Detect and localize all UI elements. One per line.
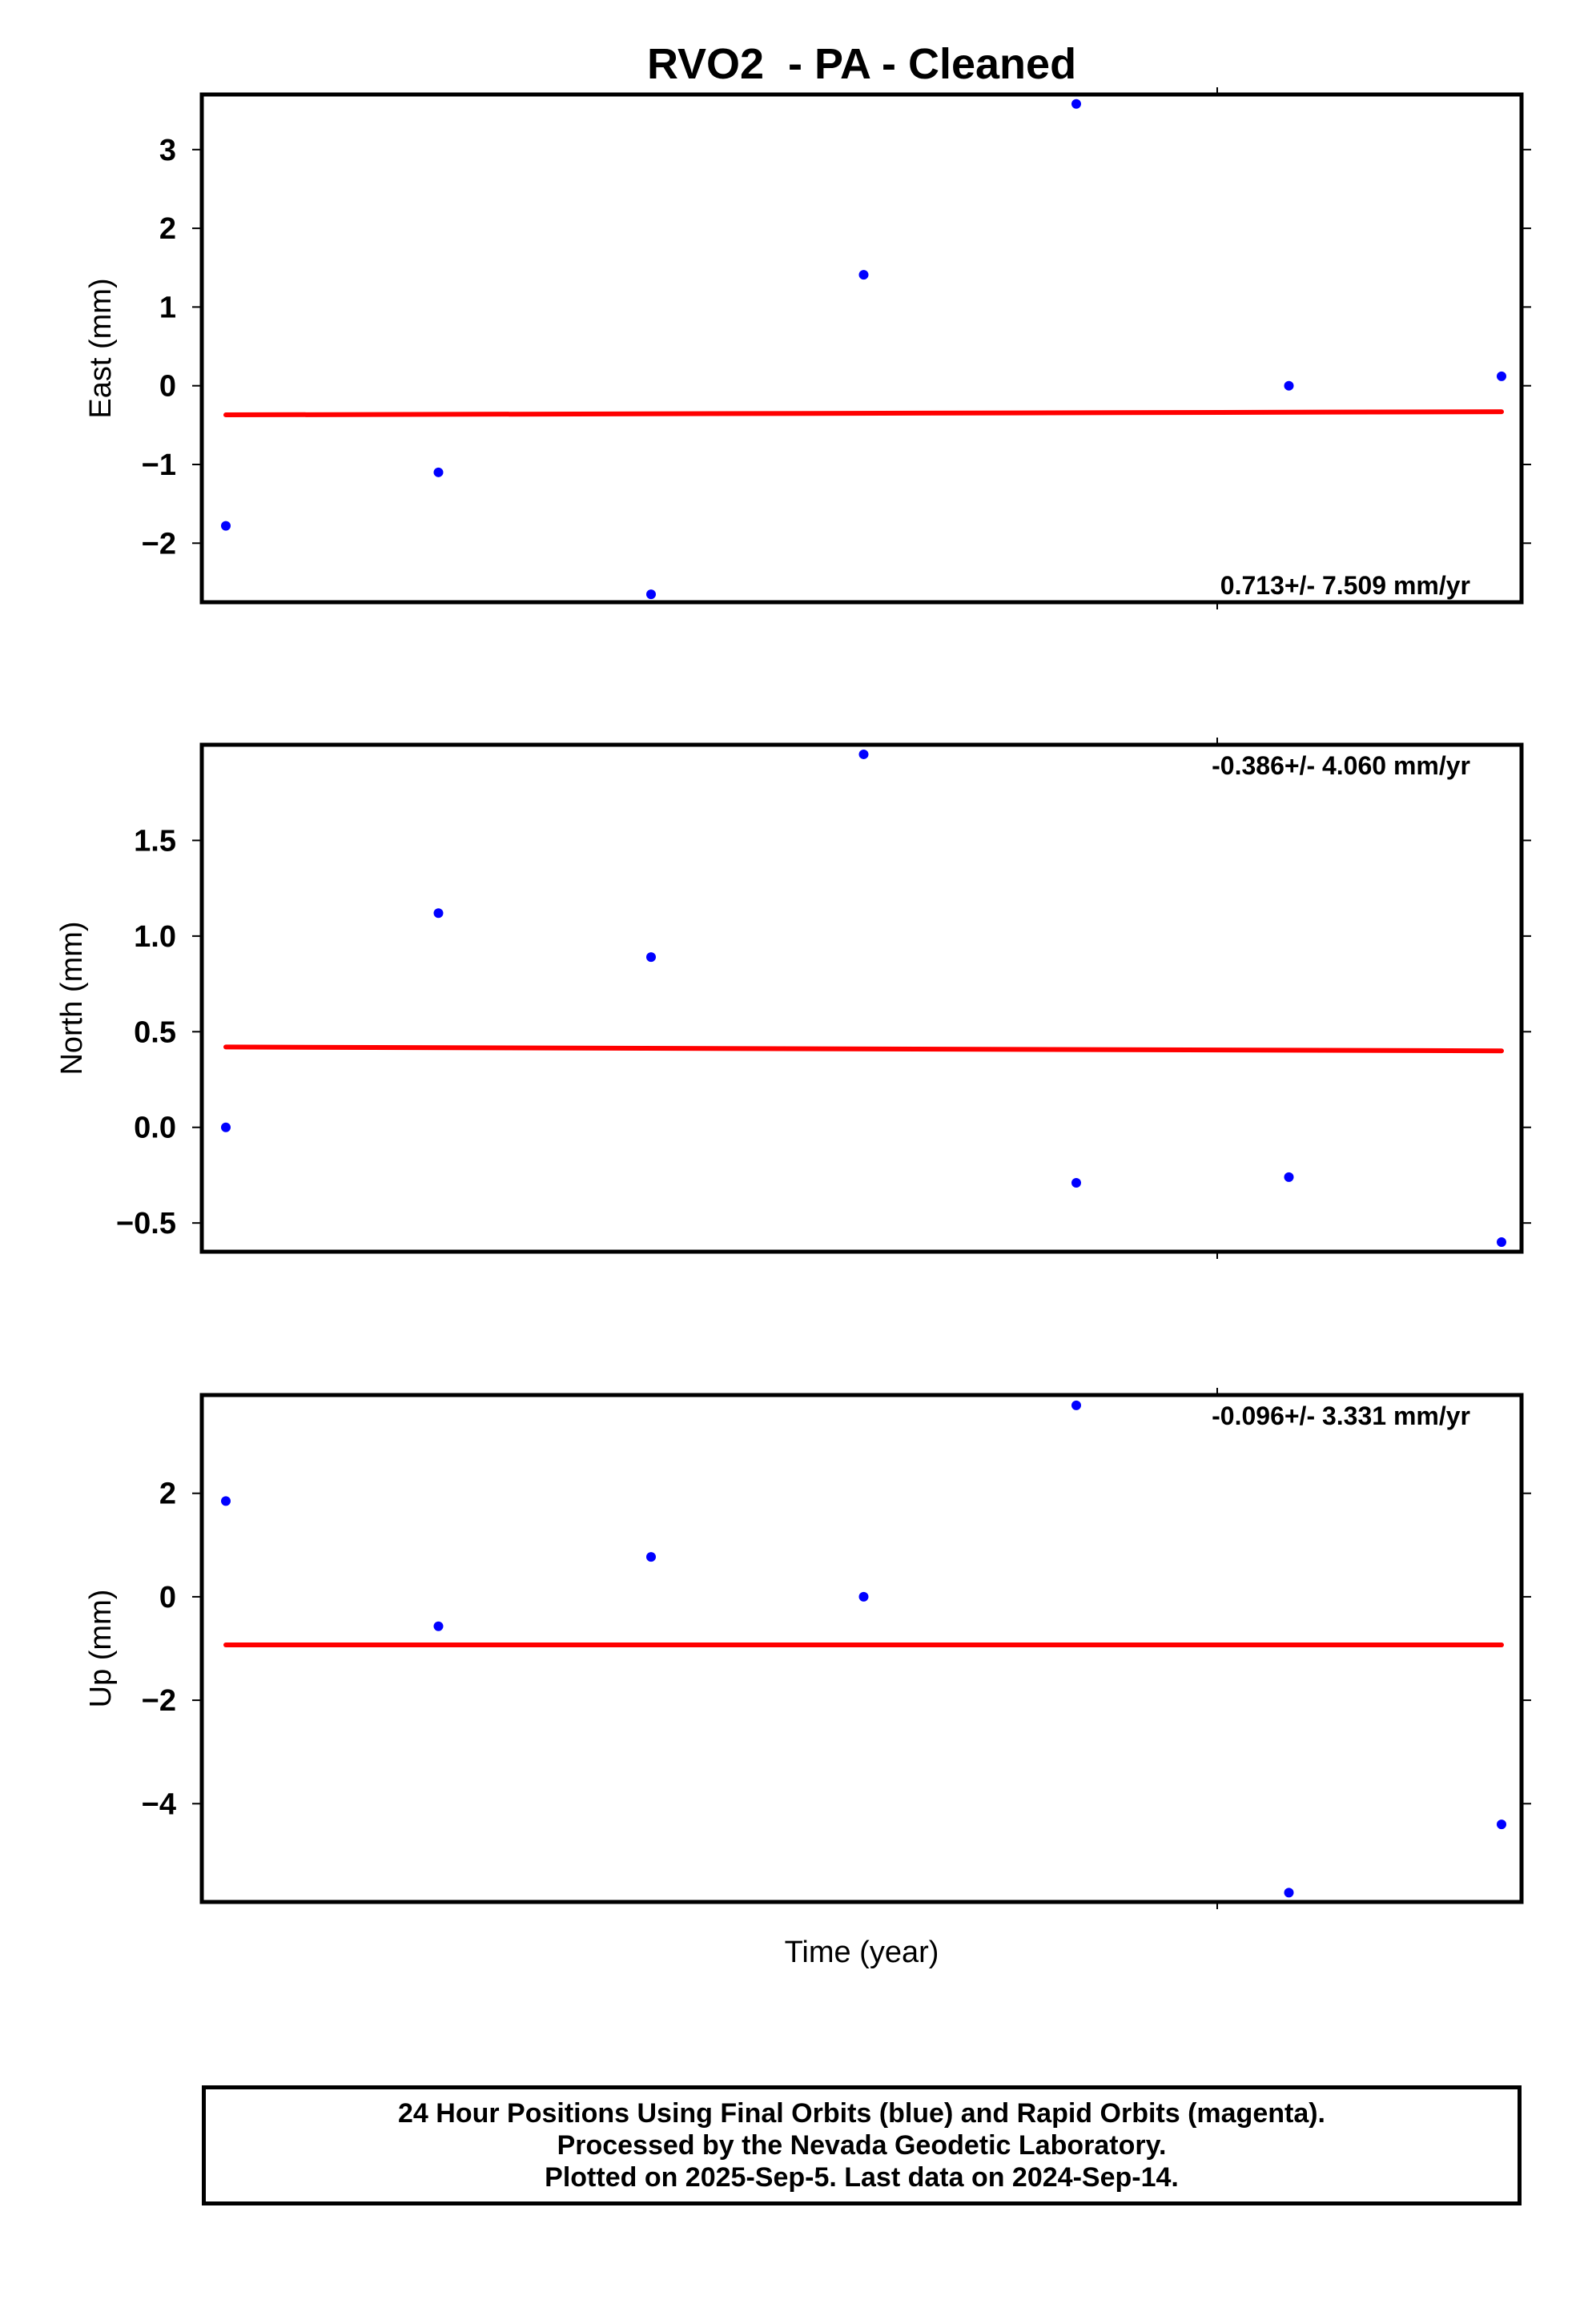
data-point-up-4 <box>1071 1400 1081 1410</box>
footer-info-box: 24 Hour Positions Using Final Orbits (bl… <box>202 2085 1522 2205</box>
footer-line-plotted: Plotted on 2025-Sep-5. Last data on 2024… <box>545 2162 1179 2193</box>
y-tick-label: 0 <box>159 370 176 404</box>
panel-east: −2 −1 0 1 2 3 East (mm) 0.713+/- 7.509 mm/yr <box>84 87 1531 609</box>
footer-line-orbits: 24 Hour Positions Using Final Orbits (bl… <box>398 2098 1325 2129</box>
trend-line-east <box>223 409 1504 418</box>
y-tick-label: −1 <box>142 448 176 482</box>
y-tick-label: 2 <box>159 1478 176 1511</box>
data-point-north-4 <box>1071 1178 1081 1188</box>
data-point-east-0 <box>221 521 231 531</box>
data-point-up-2 <box>646 1552 656 1562</box>
y-tick-label: 1.5 <box>134 824 176 858</box>
data-point-east-4 <box>1071 99 1081 109</box>
data-point-up-1 <box>433 1621 444 1631</box>
velocity-annotation-east: 0.713+/- 7.509 mm/yr <box>1220 571 1470 600</box>
plot-frame-east <box>199 92 1524 605</box>
data-point-up-3 <box>858 1591 869 1602</box>
data-point-east-5 <box>1284 380 1294 391</box>
y-axis-label-north: North (mm) <box>55 921 89 1075</box>
y-tick-label: 3 <box>159 134 176 167</box>
data-point-east-3 <box>858 270 869 280</box>
data-point-north-5 <box>1284 1172 1294 1182</box>
footer-line-processed: Processed by the Nevada Geodetic Laborat… <box>557 2130 1167 2161</box>
data-point-north-0 <box>221 1122 231 1132</box>
data-point-north-3 <box>858 749 869 759</box>
y-axis-label-up: Up (mm) <box>84 1590 118 1708</box>
y-axis-label-east: East (mm) <box>84 278 118 418</box>
data-point-up-6 <box>1497 1819 1506 1830</box>
y-tick-label: −4 <box>142 1787 176 1821</box>
panel-north: −0.5 0.0 0.5 1.0 1.5 North (mm) -0.386+/- 4.06… <box>55 738 1531 1259</box>
data-point-up-0 <box>221 1496 231 1506</box>
y-tick-label: −2 <box>142 1684 176 1718</box>
chart-title: RVO2 - PA - Cleaned <box>647 40 1076 88</box>
y-tick-label: 0 <box>159 1581 176 1614</box>
y-tick-label: −2 <box>142 527 176 561</box>
y-tick-label: −0.5 <box>116 1207 176 1240</box>
velocity-annotation-up: -0.096+/- 3.331 mm/yr <box>1212 1401 1470 1430</box>
y-tick-label: 1 <box>159 291 176 324</box>
data-point-north-1 <box>433 908 444 919</box>
y-tick-label: 0.0 <box>134 1112 176 1145</box>
y-tick-label: 2 <box>159 212 176 246</box>
panel-up: −4 −2 0 2 Up (mm) -0.096+/- 3.331 mm/yr <box>84 1388 1531 1909</box>
velocity-annotation-north: -0.386+/- 4.060 mm/yr <box>1212 751 1470 780</box>
data-point-east-6 <box>1497 371 1506 381</box>
plot-frame-north <box>199 742 1524 1254</box>
plot-frame-up <box>199 1393 1524 1904</box>
y-tick-label: 1.0 <box>134 920 176 954</box>
data-point-north-2 <box>646 952 656 963</box>
data-point-up-5 <box>1284 1888 1294 1898</box>
data-point-east-1 <box>433 467 444 477</box>
data-point-east-2 <box>646 589 656 600</box>
x-axis-label: Time (year) <box>785 1936 939 1969</box>
trend-line-north <box>223 1044 1504 1054</box>
y-tick-label: 0.5 <box>134 1015 176 1049</box>
data-point-north-6 <box>1497 1237 1506 1248</box>
